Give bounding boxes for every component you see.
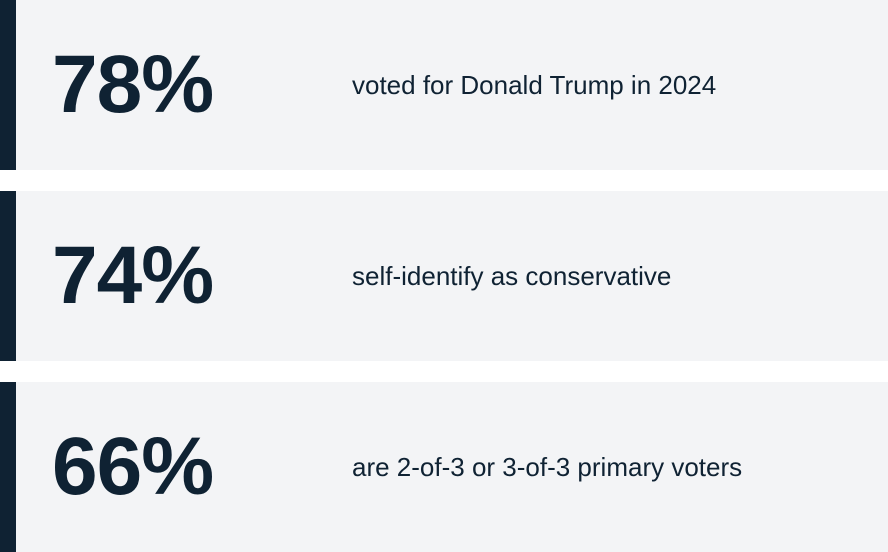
- stat-label: self-identify as conservative: [352, 260, 672, 291]
- stat-card: 78% voted for Donald Trump in 2024: [0, 0, 888, 170]
- stat-value: 74%: [52, 230, 214, 321]
- stat-label: voted for Donald Trump in 2024: [352, 69, 717, 100]
- stat-card: 66% are 2-of-3 or 3-of-3 primary voters: [0, 382, 888, 552]
- stat-value: 78%: [52, 39, 214, 130]
- stat-card: 74% self-identify as conservative: [0, 191, 888, 361]
- stat-label: are 2-of-3 or 3-of-3 primary voters: [352, 451, 743, 482]
- stat-value: 66%: [52, 421, 214, 512]
